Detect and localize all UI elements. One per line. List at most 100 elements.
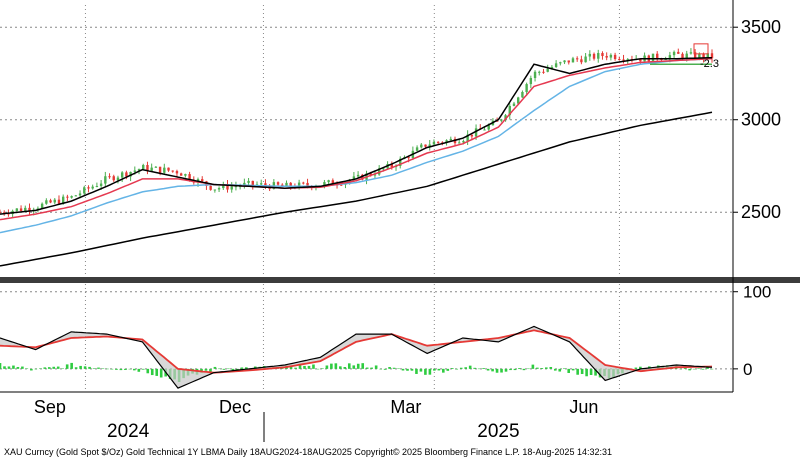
osc-hist-bar-48 bbox=[213, 366, 217, 369]
candle-body-69 bbox=[289, 182, 292, 187]
osc-hist-bar-87 bbox=[388, 366, 391, 369]
osc-hist-bar-121 bbox=[540, 368, 544, 369]
osc-hist-bar-19 bbox=[83, 366, 87, 369]
candle-body-140 bbox=[588, 53, 592, 57]
osc-hist-bar-12 bbox=[52, 366, 56, 369]
osc-hist-bar-98 bbox=[437, 368, 441, 371]
candle-body-23 bbox=[95, 186, 99, 188]
candle-body-133 bbox=[559, 62, 562, 64]
year-label-2024: 2024 bbox=[107, 421, 150, 442]
osc-hist-bar-27 bbox=[119, 368, 123, 371]
price-panel: 3500 3000 2500 -2.3 bbox=[0, 5, 781, 277]
candle-body-103 bbox=[432, 141, 436, 145]
price-ticks: 3500 3000 2500 bbox=[733, 17, 781, 222]
osc-hist-bar-74 bbox=[330, 363, 333, 369]
candle-body-44 bbox=[184, 174, 187, 176]
osc-hist-bar-100 bbox=[446, 368, 450, 371]
osc-hist-bar-92 bbox=[410, 368, 414, 371]
candle-body-77 bbox=[323, 182, 326, 186]
candle-body-118 bbox=[495, 120, 499, 122]
candle-body-111 bbox=[466, 134, 469, 141]
osc-lines bbox=[0, 325, 713, 389]
osc-hist-bar-91 bbox=[406, 368, 409, 371]
candle-body-115 bbox=[483, 129, 486, 131]
candle-body-22 bbox=[91, 186, 94, 189]
candle-body-113 bbox=[474, 128, 478, 137]
osc-hist-bar-30 bbox=[133, 368, 136, 371]
candle-body-54 bbox=[226, 184, 229, 190]
candle-body-120 bbox=[504, 115, 507, 120]
osc-hist-bar-110 bbox=[491, 368, 494, 372]
candle-body-126 bbox=[529, 78, 533, 85]
osc-hist-bar-88 bbox=[392, 367, 396, 369]
candle-body-123 bbox=[517, 97, 520, 104]
ma-200-line bbox=[0, 111, 713, 267]
candle-body-24 bbox=[99, 183, 103, 187]
candle-body-40 bbox=[167, 167, 170, 171]
candle-body-29 bbox=[120, 172, 124, 178]
ma-long-line bbox=[0, 57, 713, 234]
month-label-sep: Sep bbox=[34, 397, 66, 417]
osc-hist-bar-66 bbox=[294, 367, 297, 369]
candle-body-71 bbox=[297, 182, 301, 188]
candle-body-155 bbox=[651, 53, 655, 62]
candle-body-66 bbox=[276, 182, 280, 185]
osc-hist-bar-22 bbox=[97, 367, 100, 369]
candle-body-62 bbox=[260, 183, 263, 185]
osc-hist-bar-33 bbox=[146, 368, 150, 374]
candle-body-163 bbox=[685, 53, 688, 59]
price-tick-label-1: 3000 bbox=[741, 110, 781, 130]
year-label-2025: 2025 bbox=[477, 421, 519, 442]
osc-hist-bar-20 bbox=[88, 366, 91, 369]
candle-body-7 bbox=[28, 207, 31, 211]
osc-hist-bar-101 bbox=[450, 368, 454, 369]
candle-body-162 bbox=[681, 53, 684, 59]
candle-body-32 bbox=[133, 170, 137, 172]
osc-hist-bar-28 bbox=[124, 368, 127, 370]
price-lines bbox=[0, 43, 713, 267]
candle-body-161 bbox=[677, 51, 680, 54]
candle-body-169 bbox=[710, 53, 714, 59]
candle-body-165 bbox=[693, 52, 697, 59]
osc-hist-bar-77 bbox=[343, 367, 347, 369]
chart-footer: XAU Curncy (Gold Spot $/Oz) Gold Technic… bbox=[4, 447, 612, 457]
osc-hist-bar-4 bbox=[16, 366, 20, 369]
candle-body-157 bbox=[660, 58, 663, 60]
osc-hist-bar-83 bbox=[370, 367, 373, 369]
osc-hist-bar-16 bbox=[70, 362, 73, 369]
osc-hist-bar-82 bbox=[365, 367, 369, 369]
candle-body-139 bbox=[584, 56, 587, 63]
osc-hist-bar-73 bbox=[325, 365, 329, 369]
candle-body-39 bbox=[163, 167, 166, 173]
osc-hist-bar-117 bbox=[522, 368, 526, 371]
candle-body-42 bbox=[175, 171, 179, 174]
candle-body-147 bbox=[618, 59, 621, 61]
candle-body-134 bbox=[563, 60, 566, 63]
candle-body-48 bbox=[201, 179, 204, 182]
osc-hist-bar-132 bbox=[589, 368, 593, 375]
osc-hist-bar-53 bbox=[236, 368, 239, 370]
candle-body-20 bbox=[83, 187, 86, 194]
candle-body-93 bbox=[390, 164, 394, 168]
candle-body-21 bbox=[87, 187, 90, 189]
osc-hist-bar-126 bbox=[562, 368, 566, 369]
candle-body-36 bbox=[150, 167, 153, 171]
osc-hist-bar-47 bbox=[209, 368, 212, 372]
osc-hist-bar-159 bbox=[710, 368, 714, 370]
osc-hist-bar-122 bbox=[545, 367, 548, 369]
candle-body-141 bbox=[592, 53, 596, 59]
oscillator-panel: 100 0 bbox=[0, 283, 771, 392]
osc-hist-bar-94 bbox=[419, 368, 423, 372]
candle-body-4 bbox=[15, 208, 19, 211]
candle-body-149 bbox=[626, 59, 629, 61]
candle-body-124 bbox=[521, 91, 524, 98]
candle-body-45 bbox=[188, 174, 191, 180]
candle-body-136 bbox=[571, 58, 575, 63]
osc-hist-bar-9 bbox=[39, 368, 42, 369]
osc-hist-bar-103 bbox=[459, 367, 463, 369]
x-axis-labels: Sep Dec Mar Jun 2024 2025 bbox=[34, 397, 599, 442]
osc-hist-bar-128 bbox=[571, 368, 575, 371]
candle-body-148 bbox=[622, 59, 625, 61]
